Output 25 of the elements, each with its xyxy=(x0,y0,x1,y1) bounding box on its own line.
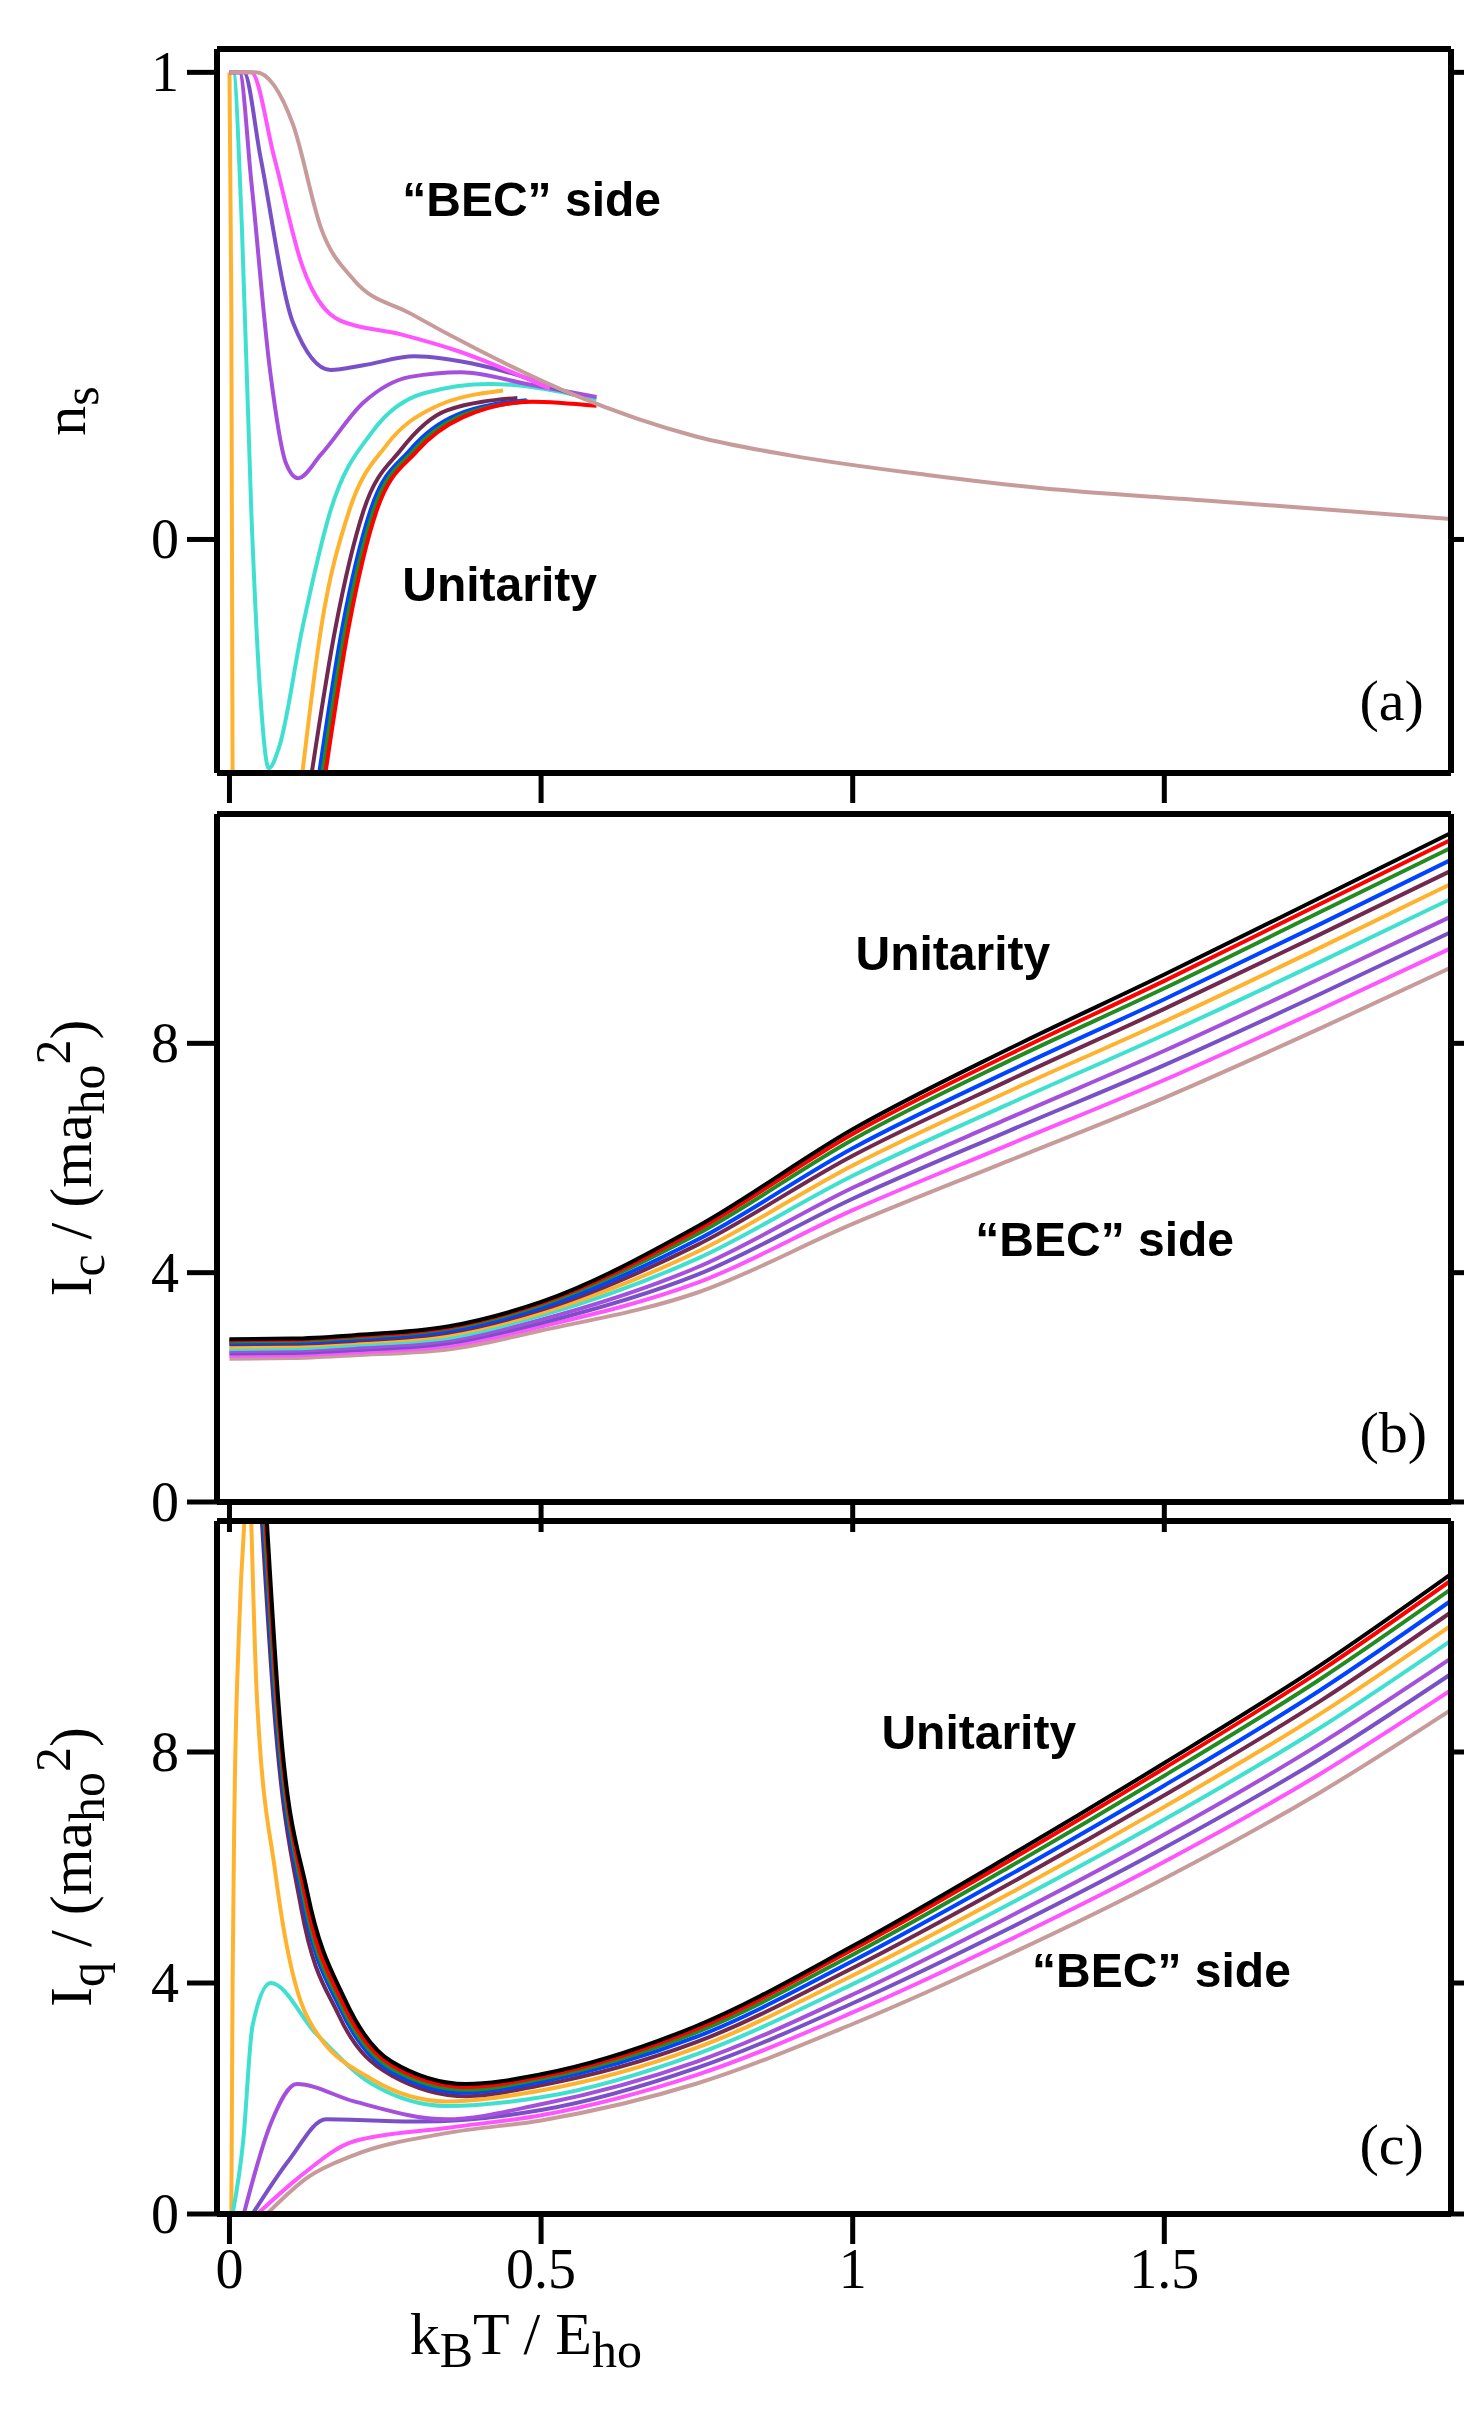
y-tick-label: 0 xyxy=(151,508,179,571)
line-series xyxy=(227,70,1451,521)
x-tick-label: 1 xyxy=(838,2238,867,2300)
annotation: “BEC” side xyxy=(402,173,661,227)
annotation: (b) xyxy=(1359,1400,1428,1466)
y-tick-label: 1 xyxy=(151,41,179,104)
y-tick-label: 0 xyxy=(151,1471,179,1533)
x-axis-title: k$_{B}$T / E$_{ho}$ xyxy=(409,2301,642,2378)
line-series xyxy=(323,399,599,773)
annotation: Unitarity xyxy=(402,557,597,611)
annotation: “BEC” side xyxy=(975,1213,1235,1267)
y-tick-label: 4 xyxy=(151,1952,179,2014)
annotation: (a) xyxy=(1359,667,1424,733)
annotation: “BEC” side xyxy=(1032,1944,1291,1998)
y-tick-label: 0 xyxy=(151,2183,179,2245)
x-tick-label: 0.5 xyxy=(506,2238,577,2300)
y-tick-label: 8 xyxy=(151,1721,179,1783)
x-tick-label: 0 xyxy=(215,2238,244,2300)
annotation: (c) xyxy=(1359,2111,1424,2177)
annotation: Unitarity xyxy=(855,927,1051,981)
y-tick-label: 8 xyxy=(151,1012,179,1075)
line-series xyxy=(229,1521,247,2214)
annotation: Unitarity xyxy=(881,1706,1077,1760)
y-tick-label: 4 xyxy=(151,1241,179,1304)
x-tick-label: 1.5 xyxy=(1129,2238,1200,2300)
